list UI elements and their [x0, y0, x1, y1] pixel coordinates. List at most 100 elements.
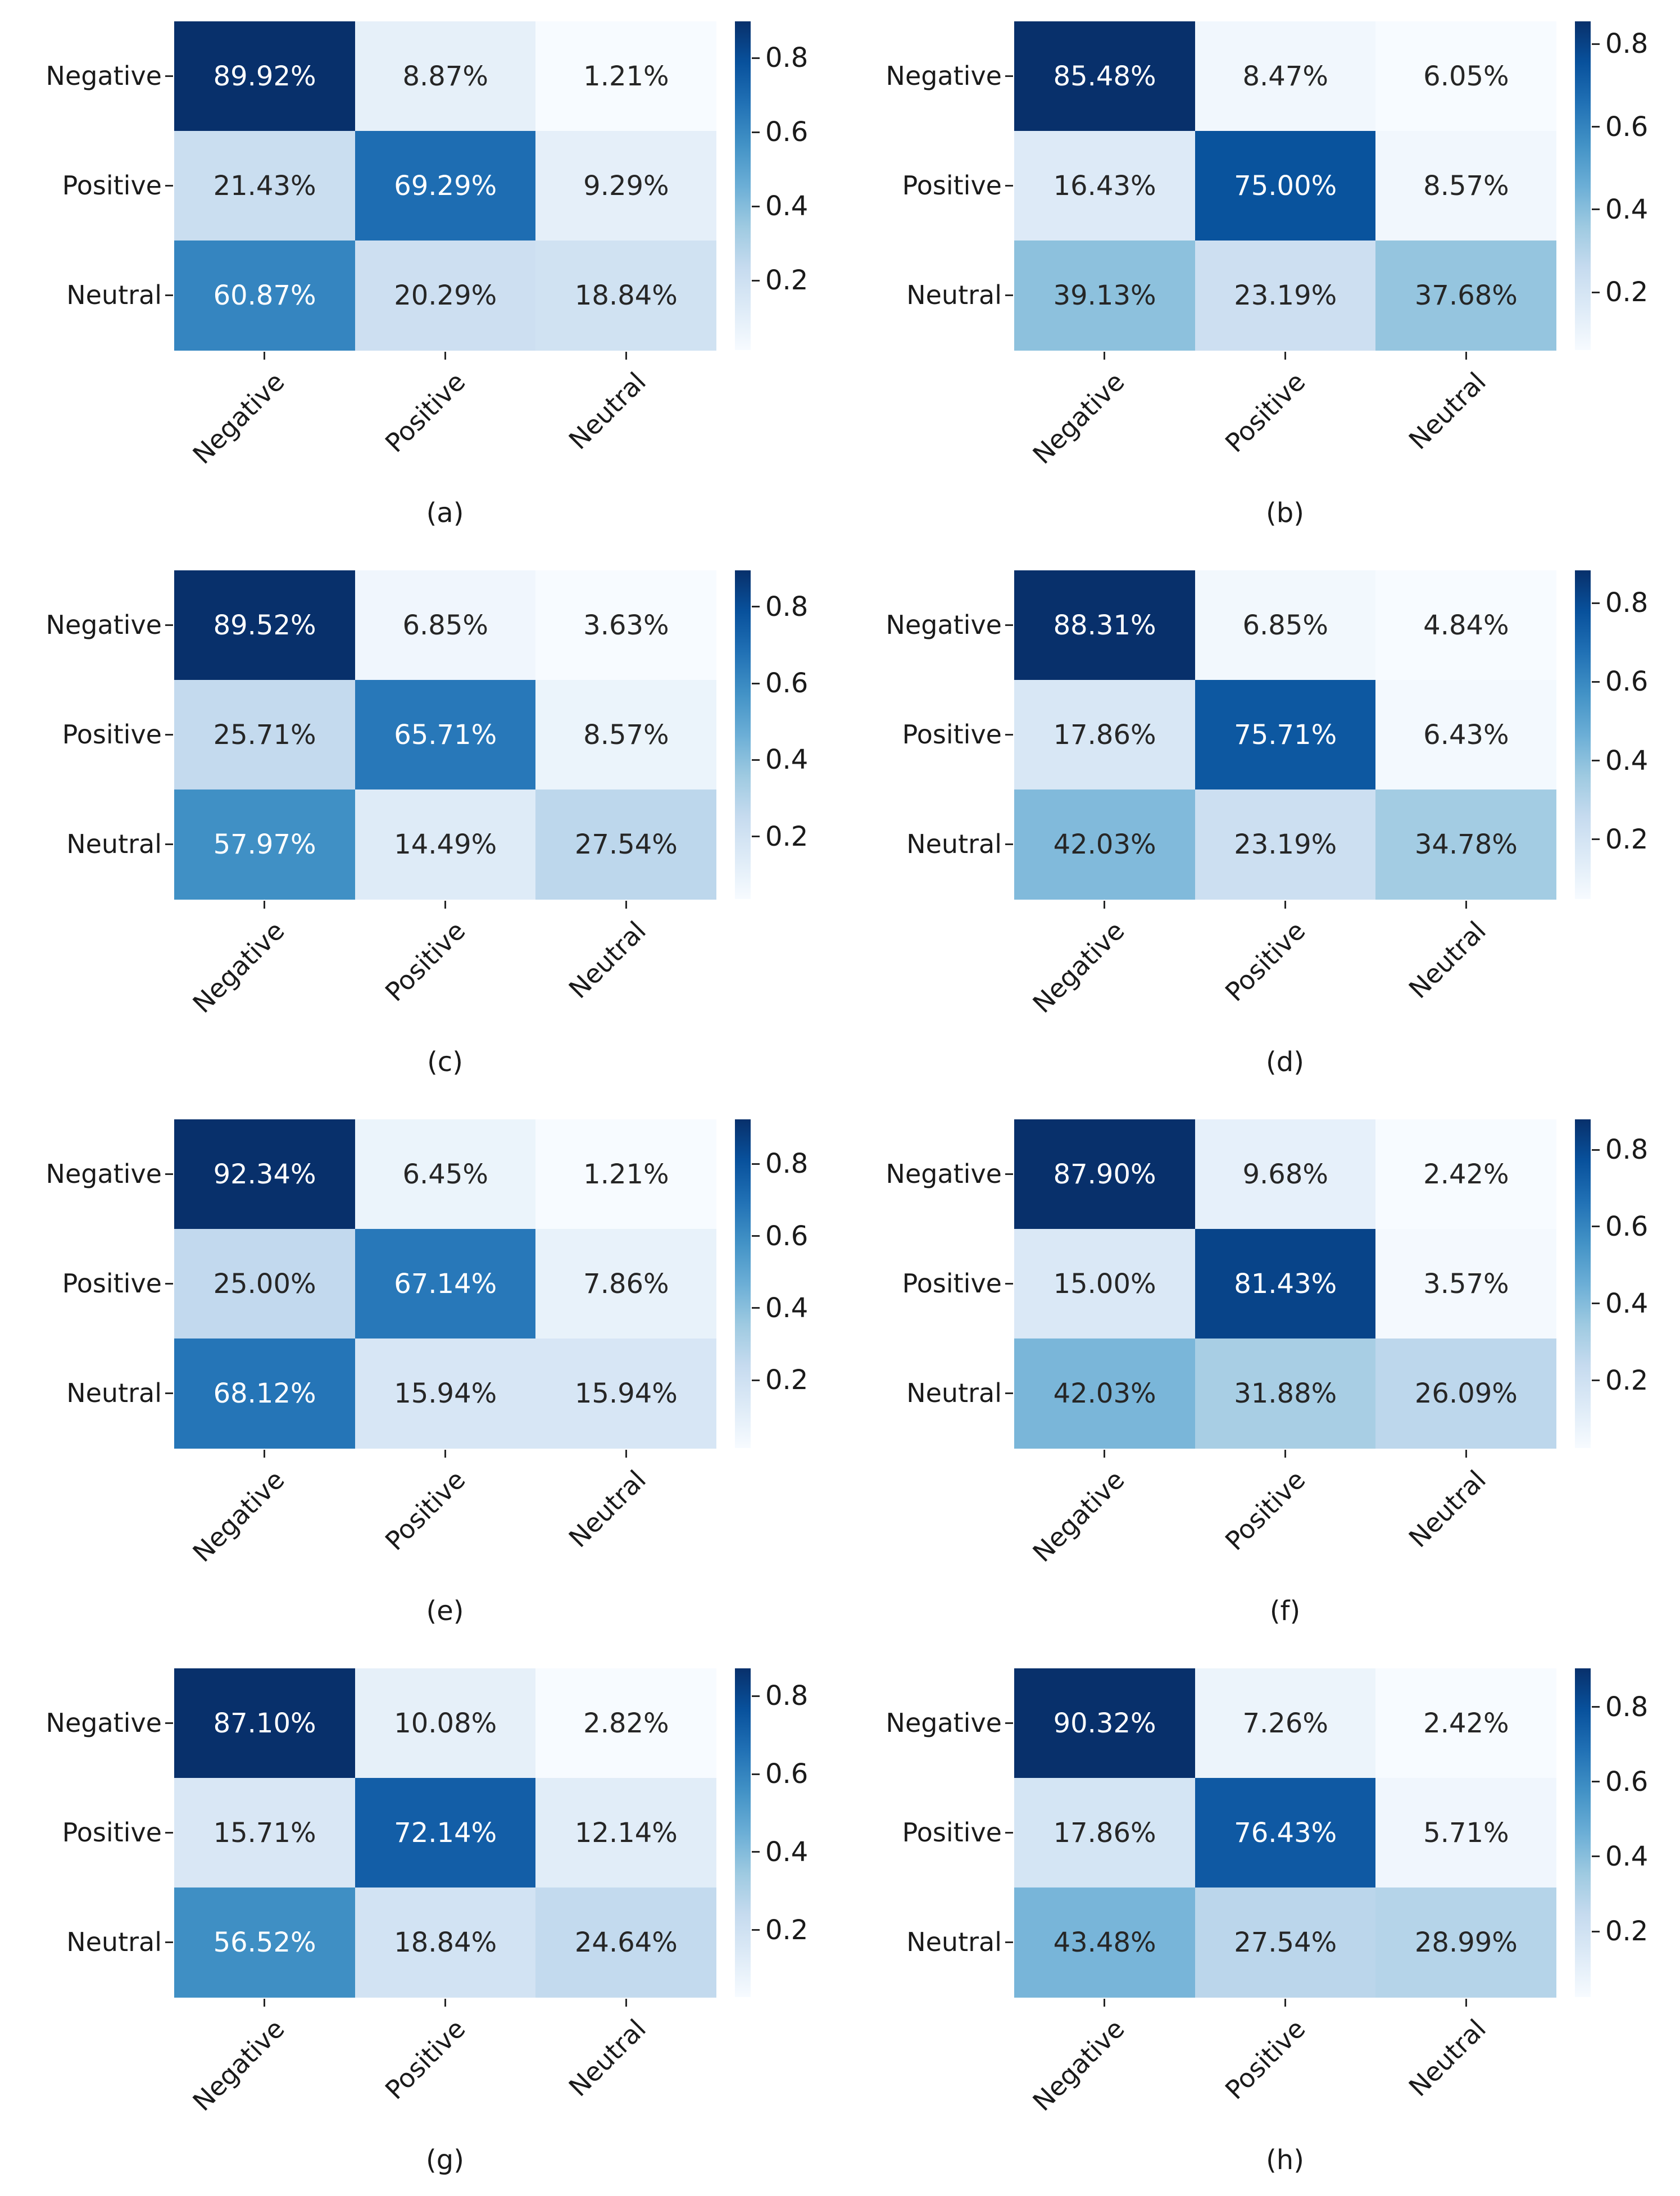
y-tick-mark	[1005, 734, 1013, 736]
cell-value: 15.94%	[394, 1377, 497, 1409]
colorbar-tick-mark	[1592, 1781, 1600, 1783]
confusion-matrix-panel-d: 88.31% 6.85% 4.84% 17.86% 75.71% 6.43% 42.03% 2…	[840, 549, 1680, 1098]
cell-value: 6.05%	[1423, 60, 1509, 92]
colorbar-tick-label: 0.8	[765, 42, 809, 74]
colorbar-tick-mark	[752, 682, 760, 684]
colorbar-tick-label: 0.6	[1605, 666, 1649, 698]
y-tick-mark	[1005, 1941, 1013, 1943]
panel-caption: (a)	[426, 497, 464, 529]
x-tick-mark	[1284, 352, 1286, 360]
cell-value: 34.78%	[1414, 828, 1518, 860]
cell-value: 24.64%	[574, 1926, 678, 1958]
y-tick-label: Positive	[902, 719, 1002, 750]
heatmap-cell: 17.86%	[1014, 680, 1196, 790]
cell-value: 67.14%	[394, 1268, 497, 1300]
cell-value: 76.43%	[1234, 1817, 1337, 1849]
heatmap-cell: 5.71%	[1375, 1778, 1557, 1888]
x-tick-label: Neutral	[1403, 1464, 1492, 1554]
x-tick-mark	[264, 901, 266, 909]
cell-value: 21.43%	[213, 170, 316, 202]
heatmap-cell: 3.57%	[1375, 1229, 1557, 1339]
y-tick-label: Positive	[62, 1268, 162, 1299]
y-tick-mark	[165, 1392, 173, 1394]
y-tick-mark	[1005, 1722, 1013, 1724]
colorbar-tick-mark	[752, 1163, 760, 1165]
heatmap-cell: 87.10%	[174, 1668, 356, 1778]
y-tick-mark	[165, 624, 173, 626]
x-tick-mark	[444, 1450, 446, 1458]
heatmap-cell: 3.63%	[535, 570, 717, 680]
cell-value: 75.71%	[1234, 719, 1337, 751]
colorbar-tick-mark	[1592, 680, 1600, 683]
cell-value: 6.85%	[1242, 609, 1328, 641]
heatmap-cell: 76.43%	[1195, 1778, 1376, 1888]
cell-value: 90.32%	[1053, 1707, 1156, 1739]
heatmap-cell: 2.42%	[1375, 1119, 1557, 1229]
heatmap-cell: 85.48%	[1014, 21, 1196, 131]
x-tick-label: Positive	[379, 1464, 471, 1557]
x-tick-mark	[1284, 1450, 1286, 1458]
heatmap-cell: 6.43%	[1375, 680, 1557, 790]
cell-value: 43.48%	[1053, 1926, 1156, 1958]
heatmap-cell: 87.90%	[1014, 1119, 1196, 1229]
heatmap-cell: 75.71%	[1195, 680, 1376, 790]
x-tick-label: Negative	[187, 1464, 291, 1568]
colorbar-tick-label: 0.6	[765, 1758, 809, 1790]
heatmap-cell: 27.54%	[535, 790, 717, 900]
heatmap-cell: 67.14%	[355, 1229, 536, 1339]
cell-value: 89.92%	[213, 60, 316, 92]
colorbar-tick-label: 0.8	[765, 591, 809, 623]
cell-value: 3.63%	[583, 609, 669, 641]
colorbar-tick-mark	[752, 606, 760, 608]
cell-value: 6.45%	[402, 1158, 488, 1190]
colorbar-tick-label: 0.2	[1605, 823, 1649, 855]
panel-caption: (f)	[1269, 1595, 1301, 1627]
y-tick-mark	[1005, 1832, 1013, 1834]
colorbar	[735, 1119, 751, 1448]
cell-value: 8.47%	[1242, 60, 1328, 92]
cell-value: 25.71%	[213, 719, 316, 751]
cell-value: 7.86%	[583, 1268, 669, 1300]
heatmap-cell: 2.82%	[535, 1668, 717, 1778]
cell-value: 26.09%	[1414, 1377, 1518, 1409]
colorbar-tick-mark	[1592, 126, 1600, 128]
x-tick-label: Negative	[187, 2013, 291, 2117]
x-tick-label: Positive	[1219, 366, 1311, 459]
heatmap-cell: 2.42%	[1375, 1668, 1557, 1778]
y-tick-mark	[165, 1173, 173, 1175]
colorbar-tick-label: 0.2	[1605, 276, 1649, 308]
colorbar-tick-mark	[752, 279, 760, 282]
cell-value: 87.10%	[213, 1707, 316, 1739]
y-tick-label: Positive	[62, 719, 162, 750]
cell-value: 31.88%	[1234, 1377, 1337, 1409]
confusion-matrix-panel-g: 87.10% 10.08% 2.82% 15.71% 72.14% 12.14% 56.52…	[0, 1647, 840, 2196]
heatmap-cell: 42.03%	[1014, 1339, 1196, 1449]
cell-value: 4.84%	[1423, 609, 1509, 641]
heatmap-cell: 16.43%	[1014, 131, 1196, 241]
x-tick-mark	[1104, 1999, 1106, 2007]
cell-value: 39.13%	[1053, 279, 1156, 311]
heatmap-cell: 43.48%	[1014, 1888, 1196, 1998]
cell-value: 6.43%	[1423, 719, 1509, 751]
cell-value: 68.12%	[213, 1377, 316, 1409]
x-tick-label: Neutral	[563, 366, 652, 456]
cell-value: 16.43%	[1053, 170, 1156, 202]
x-tick-mark	[264, 1999, 266, 2007]
cell-value: 12.14%	[574, 1817, 678, 1849]
cell-value: 23.19%	[1234, 828, 1337, 860]
cell-value: 69.29%	[394, 170, 497, 202]
heatmap-cell: 25.00%	[174, 1229, 356, 1339]
x-tick-label: Positive	[1219, 1464, 1311, 1557]
colorbar-tick-mark	[1592, 838, 1600, 841]
y-tick-label: Positive	[62, 170, 162, 201]
heatmap-cell: 23.19%	[1195, 241, 1376, 351]
colorbar-tick-label: 0.8	[1605, 587, 1649, 619]
colorbar-tick-mark	[752, 1695, 760, 1697]
colorbar-tick-label: 0.2	[765, 265, 809, 297]
x-tick-label: Positive	[379, 2013, 471, 2106]
cell-value: 15.71%	[213, 1817, 316, 1849]
heatmap-cell: 14.49%	[355, 790, 536, 900]
x-tick-mark	[264, 1450, 266, 1458]
colorbar-tick-mark	[1592, 291, 1600, 293]
heatmap-cell: 4.84%	[1375, 570, 1557, 680]
